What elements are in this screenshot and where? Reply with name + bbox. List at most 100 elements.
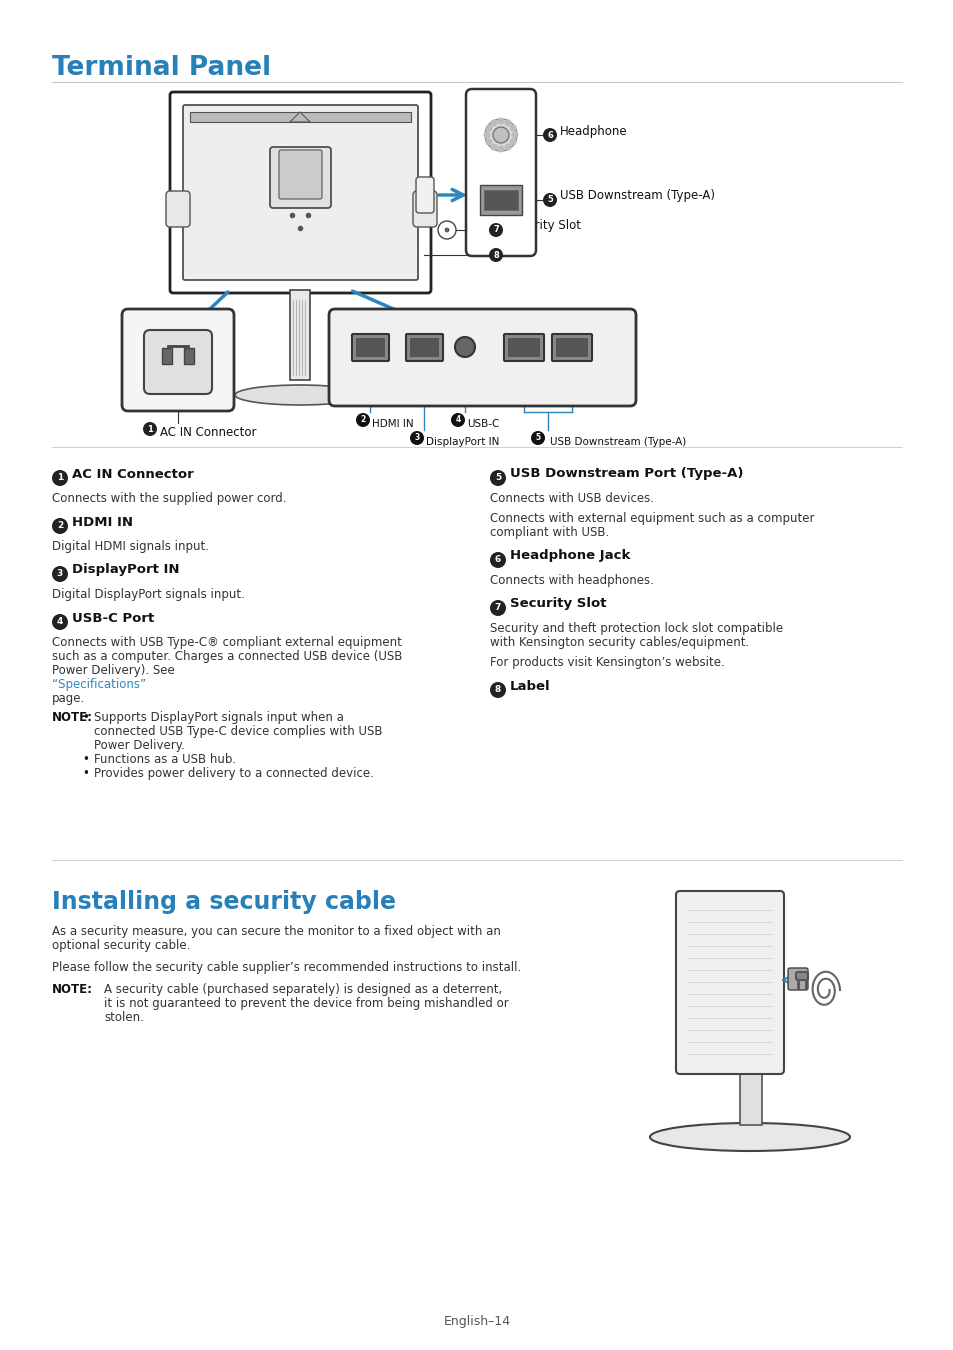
- Text: 1: 1: [147, 424, 152, 433]
- Text: such as a computer. Charges a connected USB device (USB: such as a computer. Charges a connected …: [52, 649, 402, 663]
- Text: USB-C Port: USB-C Port: [71, 612, 154, 625]
- Text: compliant with USB.: compliant with USB.: [490, 526, 609, 539]
- Circle shape: [143, 423, 157, 436]
- FancyBboxPatch shape: [329, 309, 636, 406]
- Text: Power Delivery). See: Power Delivery). See: [52, 664, 174, 676]
- Circle shape: [52, 614, 68, 630]
- Text: 4: 4: [455, 416, 460, 424]
- Text: it is not guaranteed to prevent the device from being mishandled or: it is not guaranteed to prevent the devi…: [104, 998, 508, 1010]
- Text: Power Delivery). See: Power Delivery). See: [52, 664, 174, 676]
- Text: Connects with the supplied power cord.: Connects with the supplied power cord.: [52, 491, 286, 505]
- Text: 5: 5: [535, 433, 540, 443]
- Text: As a security measure, you can secure the monitor to a fixed object with an: As a security measure, you can secure th…: [52, 925, 500, 938]
- Text: Connects with external equipment such as a computer: Connects with external equipment such as…: [490, 512, 814, 525]
- Polygon shape: [290, 112, 310, 122]
- FancyBboxPatch shape: [552, 333, 592, 360]
- Circle shape: [455, 338, 475, 356]
- Circle shape: [493, 127, 509, 143]
- Text: such as a computer. Charges: such as a computer. Charges: [52, 649, 223, 663]
- FancyBboxPatch shape: [406, 333, 442, 360]
- Text: Installing a security cable: Installing a security cable: [52, 890, 395, 914]
- Bar: [479, 185, 521, 215]
- Text: Security Slot: Security Slot: [510, 598, 606, 610]
- Bar: [507, 338, 539, 356]
- Text: Digital HDMI signals: Digital HDMI signals: [52, 540, 171, 553]
- Text: HDMI IN: HDMI IN: [71, 516, 132, 528]
- Circle shape: [497, 146, 504, 153]
- Text: 2: 2: [57, 521, 63, 531]
- Circle shape: [542, 193, 557, 207]
- Circle shape: [490, 470, 505, 486]
- Text: AC IN Connector: AC IN Connector: [71, 467, 193, 481]
- Text: such as a computer. Charges a connected USB device (USB: such as a computer. Charges a connected …: [52, 649, 402, 663]
- Text: English–14: English–14: [443, 1315, 510, 1328]
- Bar: [355, 338, 385, 356]
- Text: connected USB Type-C device complies with USB: connected USB Type-C device complies wit…: [94, 725, 382, 738]
- Text: A security cable (purchased separately) is designed as a deterrent,: A security cable (purchased separately) …: [104, 983, 501, 996]
- Text: Connects with: Connects with: [52, 636, 135, 649]
- Circle shape: [483, 131, 490, 139]
- Circle shape: [497, 117, 504, 124]
- Text: such as a computer. Charges a connected USB: such as a computer. Charges a connected …: [52, 649, 327, 663]
- Text: such as a computer. Charges a connected: such as a computer. Charges a connected: [52, 649, 299, 663]
- Text: USB Downstream (Type-A): USB Downstream (Type-A): [559, 189, 714, 202]
- Text: DisplayPort IN: DisplayPort IN: [426, 437, 498, 447]
- Text: Connects with the supplied: Connects with the supplied: [52, 491, 213, 505]
- Ellipse shape: [649, 1123, 849, 1152]
- Circle shape: [511, 131, 518, 139]
- Text: Connects: Connects: [52, 491, 107, 505]
- Text: •: •: [82, 753, 89, 765]
- Text: Connects with the supplied power: Connects with the supplied power: [52, 491, 253, 505]
- Text: Provides power delivery to a connected device.: Provides power delivery to a connected d…: [94, 767, 374, 780]
- Text: USB-C: USB-C: [467, 418, 498, 429]
- Text: For products visit Kensington’s website.: For products visit Kensington’s website.: [490, 656, 724, 670]
- Text: “Specifications”: “Specifications”: [52, 678, 146, 691]
- Circle shape: [489, 223, 502, 238]
- FancyBboxPatch shape: [676, 891, 783, 1075]
- Circle shape: [52, 470, 68, 486]
- Text: Connects with the supplied power cord.: Connects with the supplied power cord.: [52, 491, 286, 505]
- Bar: [162, 348, 172, 364]
- Bar: [190, 112, 411, 122]
- Text: 2: 2: [360, 416, 365, 424]
- Circle shape: [509, 139, 517, 146]
- Text: Label: Label: [505, 244, 537, 258]
- Text: 1: 1: [57, 474, 63, 482]
- Text: such as a computer. Charges a: such as a computer. Charges a: [52, 649, 234, 663]
- Bar: [290, 290, 310, 379]
- Circle shape: [437, 221, 456, 239]
- Circle shape: [504, 119, 511, 127]
- Text: Please follow the security cable supplier’s recommended instructions to install.: Please follow the security cable supplie…: [52, 961, 520, 973]
- Text: Connects: Connects: [52, 636, 107, 649]
- Text: NOTE:: NOTE:: [52, 711, 92, 724]
- Circle shape: [504, 143, 511, 151]
- Text: Digital HDMI signals input.: Digital HDMI signals input.: [52, 540, 209, 553]
- Text: Digital: Digital: [52, 540, 91, 553]
- Text: such as a computer.: such as a computer.: [52, 649, 171, 663]
- Text: Connects with USB Type-C® compliant external equipment: Connects with USB Type-C® compliant exte…: [52, 636, 401, 649]
- FancyBboxPatch shape: [278, 150, 322, 198]
- Text: Security and theft protection lock slot compatible: Security and theft protection lock slot …: [490, 622, 782, 634]
- Text: Power Delivery). See: Power Delivery). See: [52, 664, 174, 676]
- Text: such as a: such as a: [52, 649, 108, 663]
- Text: Terminal Panel: Terminal Panel: [52, 55, 271, 81]
- FancyBboxPatch shape: [503, 333, 543, 360]
- Text: HDMI IN: HDMI IN: [372, 418, 414, 429]
- Text: USB Downstream (Type-A): USB Downstream (Type-A): [550, 437, 685, 447]
- Circle shape: [485, 124, 492, 131]
- Text: 8: 8: [495, 686, 500, 694]
- Text: optional security cable.: optional security cable.: [52, 940, 191, 952]
- Circle shape: [52, 566, 68, 582]
- Text: Connects with headphones.: Connects with headphones.: [490, 574, 653, 587]
- FancyBboxPatch shape: [352, 333, 389, 360]
- Text: AC IN Connector: AC IN Connector: [160, 427, 256, 440]
- Text: 5: 5: [546, 196, 553, 204]
- Text: such as a computer. Charges a connected USB device (USB Power: such as a computer. Charges a connected …: [52, 649, 441, 663]
- Text: DisplayPort IN: DisplayPort IN: [71, 563, 179, 576]
- Ellipse shape: [234, 385, 365, 405]
- Bar: [556, 338, 587, 356]
- Text: Supports DisplayPort signals input when a: Supports DisplayPort signals input when …: [94, 711, 343, 724]
- Circle shape: [485, 139, 492, 146]
- Circle shape: [490, 682, 505, 698]
- Text: Headphone: Headphone: [559, 124, 627, 138]
